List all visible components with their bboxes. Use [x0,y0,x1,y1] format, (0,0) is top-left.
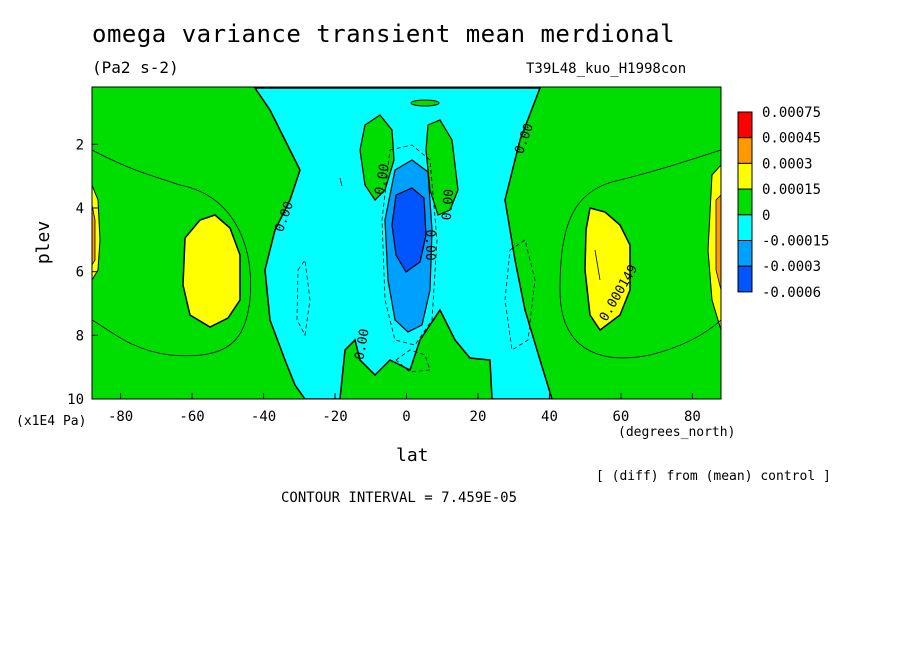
contour-label: 0.00 [372,163,392,196]
contour-label: 0.00 [352,328,372,361]
chart-units: (Pa2 s-2) [92,58,179,77]
x-axis-label: lat [396,445,429,466]
contour-label: 0.00 [422,229,437,260]
y-tick-label: 2 [76,137,84,153]
legend-label: 0.00015 [762,182,821,198]
x-tick-label: 0 [402,409,410,425]
legend-swatch [737,265,753,293]
legend-label: 0.0003 [762,156,813,172]
y-tick-label: 10 [67,392,84,408]
legend-label: 0 [762,208,770,224]
legend-swatch [737,240,753,267]
x-tick-label: -20 [322,409,347,425]
legend-swatch [737,188,753,216]
legend-label: 0.00075 [762,105,821,121]
legend-label: 0.00045 [762,131,821,147]
x-axis: -80 -60 -40 -20 0 20 40 60 80 [108,393,701,425]
y-tick-label: 8 [76,328,84,344]
color-legend: 0.00075 0.00045 0.0003 0.00015 0 -0.00015 -0.0… [737,105,829,301]
contour-label: 0.00 [440,188,458,221]
contour-interval: CONTOUR INTERVAL = 7.459E-05 [281,490,518,506]
y-axis-label: plev [33,220,55,265]
footnote: [ (diff) from (mean) control ] [596,469,831,484]
run-label: T39L48_kuo_H1998con [526,61,687,77]
x-tick-label: 40 [541,409,558,425]
legend-label: -0.0006 [762,285,821,301]
y-axis-units: (x1E4 Pa) [16,414,87,429]
x-tick-label: 20 [470,409,487,425]
legend-swatch [737,214,753,242]
legend-label: -0.0003 [762,259,821,275]
legend-swatch [737,162,753,190]
x-tick-label: -60 [179,409,204,425]
contour-fill [92,87,721,399]
legend-swatch [737,137,753,164]
y-axis: 2 4 6 8 10 [67,137,98,408]
x-tick-label: -80 [108,409,133,425]
x-tick-label: -40 [251,409,276,425]
x-tick-label: 80 [684,409,701,425]
chart-title: omega variance transient mean merdional [92,20,676,48]
y-tick-label: 6 [76,265,84,281]
legend-swatch [737,111,753,139]
x-axis-units: (degrees_north) [618,425,736,440]
y-tick-label: 4 [76,201,84,217]
x-tick-label: 60 [613,409,630,425]
legend-label: -0.00015 [762,234,829,250]
